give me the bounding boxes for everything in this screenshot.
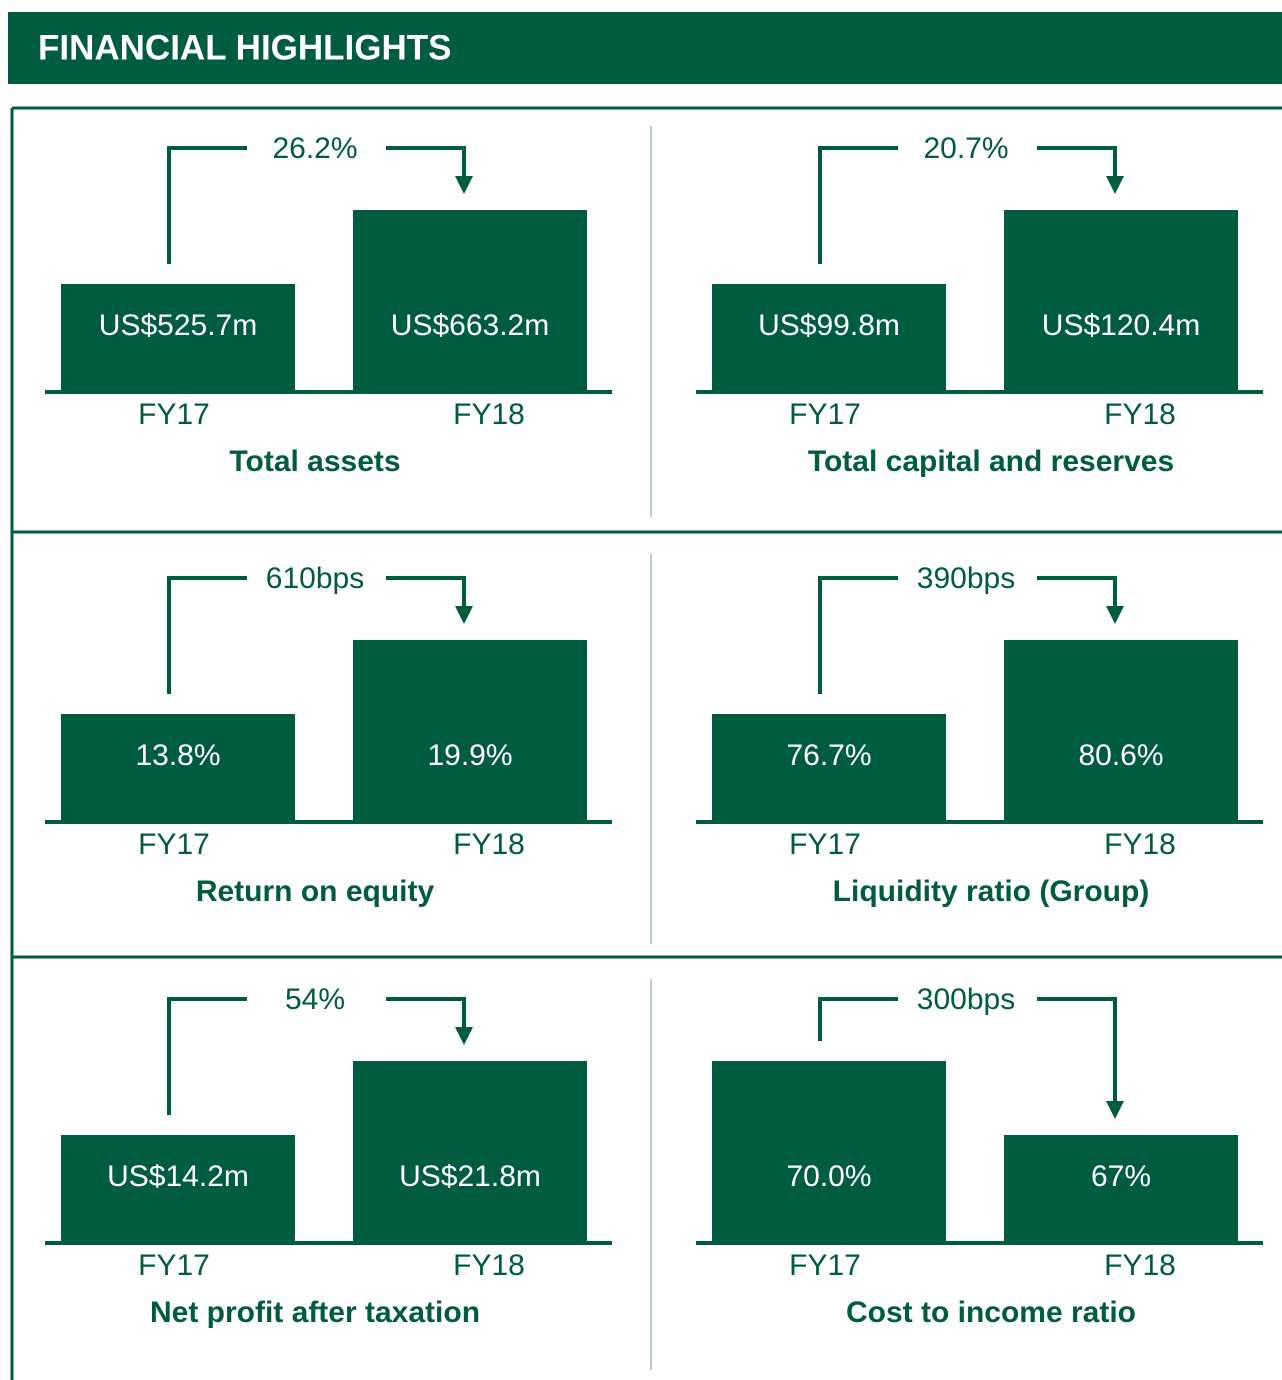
panel-title: Return on equity xyxy=(196,875,435,908)
category-label: FY18 xyxy=(1104,828,1176,861)
bar xyxy=(61,1135,295,1243)
bar xyxy=(61,284,295,392)
bracket-left xyxy=(818,997,898,1041)
arrowhead xyxy=(455,1027,473,1045)
value-label: 19.9% xyxy=(427,739,512,772)
value-label: 13.8% xyxy=(135,739,220,772)
category-label: FY17 xyxy=(138,398,210,431)
bracket-right xyxy=(1037,997,1117,1105)
bracket-right xyxy=(386,576,466,610)
value-label: 80.6% xyxy=(1078,739,1163,772)
value-label: US$120.4m xyxy=(1042,309,1200,342)
bar xyxy=(1004,640,1238,822)
header-band xyxy=(8,12,1282,84)
bracket-left xyxy=(818,146,898,264)
bar xyxy=(353,1061,587,1243)
bar xyxy=(712,714,946,822)
category-label: FY17 xyxy=(789,828,861,861)
category-label: FY17 xyxy=(138,1249,210,1282)
category-label: FY18 xyxy=(453,828,525,861)
bracket-left xyxy=(167,576,247,694)
arrowhead xyxy=(1106,176,1124,194)
value-label: 67% xyxy=(1091,1160,1151,1193)
category-label: FY17 xyxy=(138,828,210,861)
bracket-right xyxy=(386,146,466,180)
panel-title: Liquidity ratio (Group) xyxy=(833,875,1150,908)
value-label: US$99.8m xyxy=(758,309,900,342)
change-label: 300bps xyxy=(917,983,1015,1016)
bracket-right xyxy=(1037,576,1117,610)
arrowhead xyxy=(455,176,473,194)
bracket-right xyxy=(386,997,466,1031)
bar xyxy=(353,640,587,822)
arrowhead xyxy=(455,606,473,624)
bracket-left xyxy=(818,576,898,694)
panel-title: Total capital and reserves xyxy=(808,445,1174,478)
bracket-left xyxy=(167,997,247,1115)
category-label: FY18 xyxy=(453,1249,525,1282)
header-title: FINANCIAL HIGHLIGHTS xyxy=(38,28,452,67)
bar xyxy=(712,284,946,392)
bar xyxy=(353,210,587,392)
change-label: 20.7% xyxy=(923,132,1008,165)
change-label: 26.2% xyxy=(272,132,357,165)
value-label: 76.7% xyxy=(786,739,871,772)
bar xyxy=(1004,210,1238,392)
bracket-left xyxy=(167,146,247,264)
category-label: FY18 xyxy=(1104,398,1176,431)
value-label: 70.0% xyxy=(786,1160,871,1193)
panel-title: Net profit after taxation xyxy=(150,1296,480,1329)
bar xyxy=(1004,1135,1238,1243)
change-label: 390bps xyxy=(917,562,1015,595)
bracket-right xyxy=(1037,146,1117,180)
panel-title: Cost to income ratio xyxy=(846,1296,1136,1329)
category-label: FY17 xyxy=(789,1249,861,1282)
frame xyxy=(10,106,1282,1380)
value-label: US$21.8m xyxy=(399,1160,541,1193)
category-label: FY17 xyxy=(789,398,861,431)
category-label: FY18 xyxy=(1104,1249,1176,1282)
panel-title: Total assets xyxy=(229,445,400,478)
value-label: US$663.2m xyxy=(391,309,549,342)
bar xyxy=(61,714,295,822)
category-label: FY18 xyxy=(453,398,525,431)
bar xyxy=(712,1061,946,1243)
value-label: US$14.2m xyxy=(107,1160,249,1193)
value-label: US$525.7m xyxy=(99,309,257,342)
arrowhead xyxy=(1106,606,1124,624)
change-label: 54% xyxy=(285,983,345,1016)
arrowhead xyxy=(1106,1101,1124,1119)
change-label: 610bps xyxy=(266,562,364,595)
